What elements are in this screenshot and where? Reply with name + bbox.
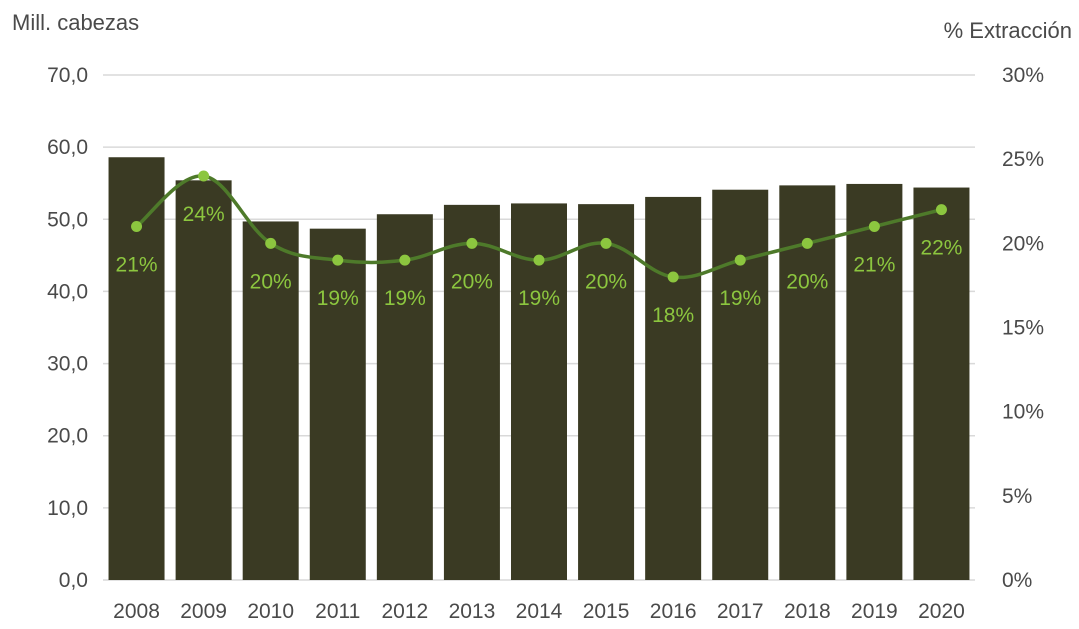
bar (242, 221, 299, 580)
left-tick-label: 10,0 (47, 497, 88, 520)
line-point (868, 221, 880, 232)
left-tick-label: 50,0 (47, 208, 88, 231)
x-tick-label: 2014 (516, 600, 563, 623)
data-label: 22% (920, 237, 962, 260)
right-tick-label: 25% (1002, 148, 1044, 171)
bar (645, 196, 702, 580)
left-tick-label: 20,0 (47, 425, 88, 448)
bar (846, 183, 903, 580)
line-point (131, 221, 143, 232)
line-point (198, 170, 210, 182)
x-tick-label: 2015 (583, 600, 630, 623)
x-tick-label: 2020 (918, 600, 965, 623)
data-label: 20% (585, 270, 627, 293)
data-label: 20% (786, 270, 828, 293)
left-tick-label: 60,0 (47, 136, 88, 159)
left-tick-label: 0,0 (59, 569, 88, 592)
right-tick-label: 10% (1002, 401, 1044, 424)
data-label: 21% (116, 254, 158, 277)
line-point (466, 237, 478, 249)
left-tick-label: 40,0 (47, 280, 88, 303)
right-tick-label: 15% (1002, 317, 1044, 340)
x-axis-ticks: 2008 2009 2010 2011 2012 2013 2014 2015 2016 2017… (113, 600, 965, 623)
bar (108, 157, 165, 580)
left-axis-title: Mill. cabezas (12, 10, 139, 35)
data-label: 20% (250, 270, 292, 293)
bar (779, 185, 836, 580)
bar-series (108, 157, 970, 581)
left-axis-ticks: 0,0 10,0 20,0 30,0 40,0 50,0 60,0 70,0 (47, 64, 88, 592)
bar (309, 228, 366, 580)
x-tick-label: 2009 (180, 600, 227, 623)
right-axis-title: % Extracción (944, 18, 1072, 43)
bar (175, 180, 232, 581)
data-label: 18% (652, 304, 694, 327)
right-tick-label: 30% (1002, 64, 1044, 87)
line-point (667, 271, 679, 283)
x-tick-label: 2008 (113, 600, 160, 623)
data-label: 24% (183, 203, 225, 226)
line-point (734, 254, 746, 266)
line-point (533, 254, 545, 266)
x-tick-label: 2012 (381, 600, 428, 623)
data-label: 20% (451, 270, 493, 293)
line-point (332, 254, 344, 266)
x-tick-label: 2016 (650, 600, 697, 623)
data-label: 19% (518, 287, 560, 310)
x-tick-label: 2017 (717, 600, 764, 623)
line-point (265, 237, 277, 249)
x-tick-label: 2010 (247, 600, 294, 623)
bar (376, 214, 433, 580)
x-tick-label: 2019 (851, 600, 898, 623)
x-tick-label: 2013 (449, 600, 496, 623)
line-point (600, 237, 612, 249)
left-tick-label: 30,0 (47, 353, 88, 376)
bar (578, 204, 635, 580)
left-tick-label: 70,0 (47, 64, 88, 87)
x-tick-label: 2011 (315, 600, 360, 623)
line-series: 21% 24% 20% 19% 19% 20% 19% 20% 18% 19% 20% 21% 22% (116, 170, 962, 327)
bar (511, 203, 567, 580)
data-label: 19% (719, 287, 761, 310)
bar (712, 189, 769, 580)
data-label: 19% (384, 287, 426, 310)
line-point (801, 237, 813, 249)
right-tick-label: 0% (1002, 569, 1032, 592)
right-tick-label: 5% (1002, 485, 1032, 508)
right-tick-label: 20% (1002, 232, 1044, 255)
line-point (935, 204, 947, 216)
x-tick-label: 2018 (784, 600, 831, 623)
data-label: 19% (317, 287, 359, 310)
bar (913, 187, 970, 581)
line-point (399, 254, 411, 266)
bar (443, 204, 500, 580)
right-axis-ticks: 0% 5% 10% 15% 20% 25% 30% (1002, 64, 1044, 592)
data-label: 21% (853, 254, 895, 277)
